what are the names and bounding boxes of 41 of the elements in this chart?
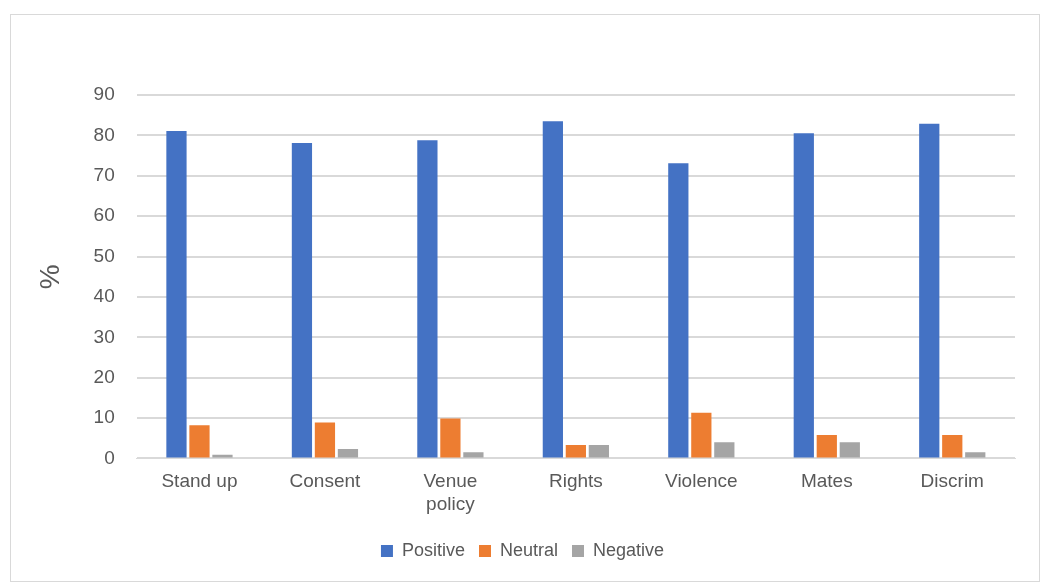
legend-label: Positive — [401, 539, 465, 560]
bar — [691, 412, 712, 458]
y-tick-label: 20 — [93, 365, 115, 387]
bar — [337, 449, 359, 458]
bar — [314, 422, 336, 458]
legend-label: Neutral — [499, 539, 559, 560]
y-tick-label: 60 — [93, 204, 115, 226]
x-tick-label: Discrim — [920, 470, 984, 492]
bar — [417, 140, 438, 458]
bar — [189, 425, 210, 458]
y-tick-label: 40 — [93, 285, 115, 307]
bar — [965, 452, 986, 458]
x-tick-label: Mates — [800, 470, 853, 492]
x-tick-label: Rights — [548, 470, 603, 492]
x-tick-label: Consent — [289, 470, 362, 492]
bar — [542, 121, 563, 458]
y-tick-label: 0 — [104, 446, 115, 468]
bar — [942, 434, 963, 458]
y-axis-title: % — [33, 264, 65, 290]
bar — [565, 445, 586, 458]
y-tick-label: 10 — [93, 406, 115, 428]
y-tick-label: 50 — [93, 244, 115, 266]
bar — [668, 163, 689, 458]
bar — [714, 442, 735, 458]
y-tick-label: 90 — [93, 83, 115, 105]
bar — [588, 445, 609, 458]
x-tick-label: Violence — [665, 470, 738, 492]
bar — [816, 434, 837, 458]
bar — [793, 133, 814, 458]
y-tick-label: 30 — [93, 325, 115, 347]
x-tick-label: Venue policy — [423, 470, 478, 514]
bar — [291, 143, 313, 458]
bar — [440, 418, 461, 458]
y-tick-label: 80 — [93, 123, 115, 145]
legend-label: Negative — [593, 539, 665, 560]
bar — [919, 123, 940, 458]
x-tick-label: Stand up — [161, 470, 238, 492]
bar — [839, 442, 860, 458]
y-tick-label: 70 — [93, 163, 115, 185]
bar — [166, 130, 187, 458]
bar — [463, 452, 484, 458]
